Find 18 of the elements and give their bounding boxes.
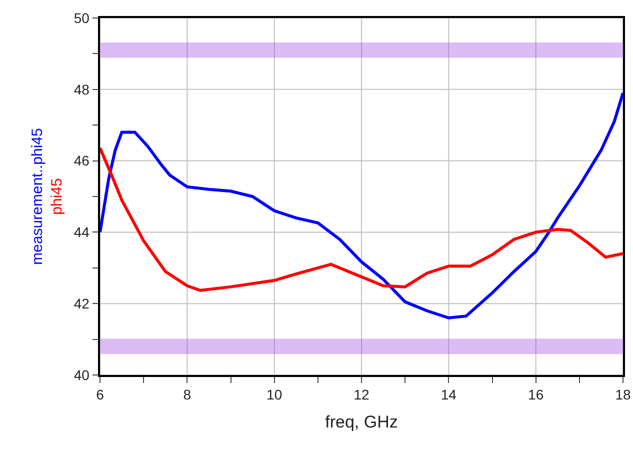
y-tick-label: 42 — [74, 296, 90, 312]
line-series — [100, 91, 623, 320]
x-tick-label: 6 — [96, 386, 104, 403]
y-tick-label: 50 — [74, 10, 90, 26]
x-tick-label: 12 — [354, 386, 370, 403]
y-tick-label: 44 — [74, 224, 90, 240]
text: phi45 — [48, 178, 66, 215]
y-tick-label: 46 — [74, 152, 90, 169]
x-tick-label: 14 — [440, 386, 457, 403]
x-tick-label: 10 — [266, 386, 282, 403]
x-tick-label: 16 — [528, 386, 544, 403]
x-tick-label: 18 — [615, 386, 631, 403]
line-series — [100, 146, 623, 292]
text: measurement..phi45 — [29, 128, 46, 265]
x-tick-label: 8 — [183, 386, 192, 403]
y-tick-label: 48 — [74, 81, 90, 98]
x-axis-title: freq, GHz — [325, 412, 398, 432]
y-tick-label: 40 — [74, 366, 90, 383]
